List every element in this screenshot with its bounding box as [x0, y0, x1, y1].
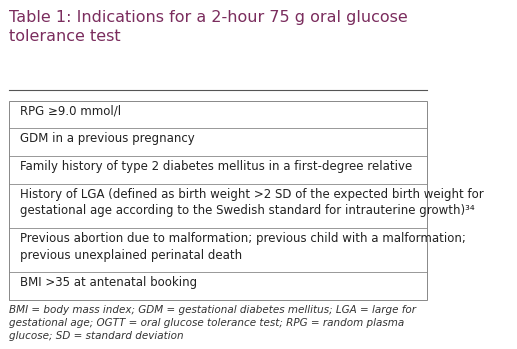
Bar: [9, 101, 427, 300]
Text: BMI >35 at antenatal booking: BMI >35 at antenatal booking: [20, 276, 197, 289]
Text: Family history of type 2 diabetes mellitus in a first-degree relative: Family history of type 2 diabetes mellit…: [20, 160, 412, 173]
Text: History of LGA (defined as birth weight >2 SD of the expected birth weight for
g: History of LGA (defined as birth weight …: [20, 188, 483, 217]
Text: GDM in a previous pregnancy: GDM in a previous pregnancy: [20, 132, 194, 145]
Text: Table 1: Indications for a 2-hour 75 g oral glucose
tolerance test: Table 1: Indications for a 2-hour 75 g o…: [9, 10, 407, 44]
Text: Previous abortion due to malformation; previous child with a malformation;
previ: Previous abortion due to malformation; p…: [20, 232, 465, 261]
Text: BMI = body mass index; GDM = gestational diabetes mellitus; LGA = large for
gest: BMI = body mass index; GDM = gestational…: [9, 305, 416, 341]
Text: RPG ≥9.0 mmol/l: RPG ≥9.0 mmol/l: [20, 105, 121, 118]
